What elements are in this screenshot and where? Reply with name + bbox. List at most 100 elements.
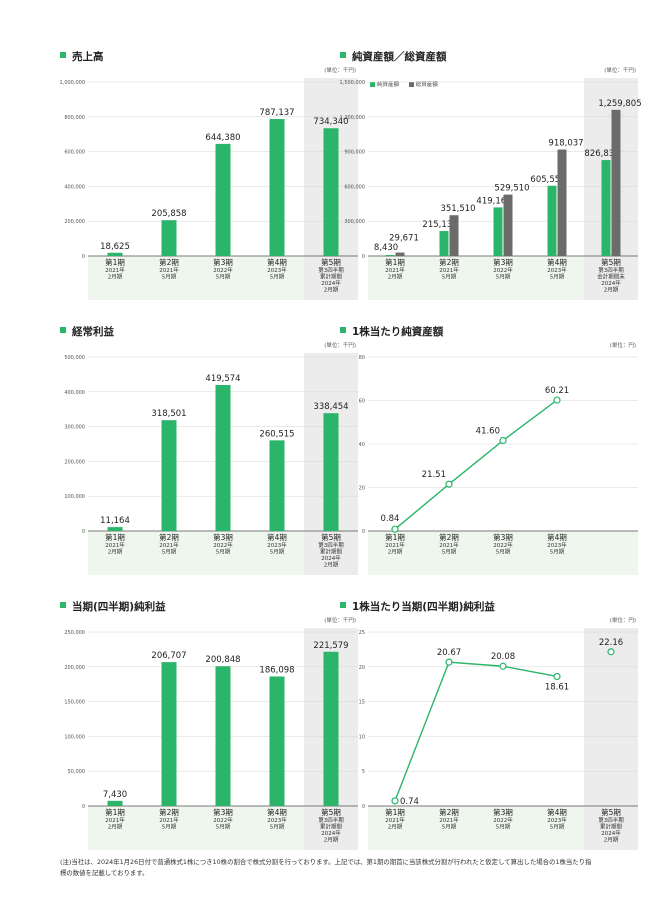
y-tick-label: 20 (359, 486, 365, 492)
x-category-sublabel: 2023年 (267, 266, 287, 274)
y-tick-label: 40 (359, 442, 365, 448)
x-category-sublabel: 2月期 (388, 274, 403, 281)
x-category-sublabel: 5月期 (442, 274, 457, 281)
x-category-sublabel: 2月期 (108, 274, 123, 281)
data-label: 18.61 (545, 682, 569, 692)
x-category-sublabel: 2021年 (159, 816, 179, 824)
unit-label: (単位：円) (609, 343, 636, 349)
bar (215, 143, 231, 256)
x-category-label: 第4期 (267, 257, 287, 267)
y-tick-label: 0 (82, 254, 85, 260)
assets-chart: 0 300,000 600,000 900,000 1,200,000 1,500,000… (340, 78, 642, 300)
title-marker-icon (60, 602, 66, 608)
y-tick-label: 100,000 (64, 494, 85, 500)
bar (269, 119, 285, 256)
footnote: (注)当社は、2024年1月26日付で普通株式1株につき10株の割合で株式分割を… (60, 858, 592, 877)
unit-label: (単位：円) (609, 618, 636, 624)
bar (269, 440, 285, 531)
sales-chart: 0 200,000 400,000 600,000 800,000 1,000,000 第1… (60, 78, 358, 300)
data-label: 0.84 (381, 514, 400, 524)
x-category-sublabel: 5月期 (216, 824, 231, 831)
y-tick-label: 100,000 (64, 734, 85, 740)
x-category-label: 第4期 (267, 532, 287, 542)
data-label: 20.08 (491, 652, 515, 662)
unit-label: (単位：千円) (324, 618, 356, 624)
x-category-sublabel: 2021年 (439, 266, 459, 274)
chart-title-text: 当期(四半期)純利益 (72, 601, 166, 613)
data-label: 419,574 (205, 374, 240, 384)
x-category-label: 第2期 (439, 807, 459, 817)
y-tick-label: 60 (359, 399, 365, 405)
data-label: 419,161 (476, 196, 511, 206)
x-category-label: 第3期 (213, 532, 233, 542)
bar (503, 194, 513, 256)
unit-label: (単位：千円) (324, 343, 356, 349)
y-tick-label: 0 (82, 804, 85, 810)
net-income-chart-panel: 当期(四半期)純利益 (単位：千円) 0 50,000 100,000 150,000… (60, 600, 360, 860)
data-point (607, 648, 615, 656)
sales-chart-panel: 売上高 (単位：千円) 0 200,000 400,000 600,000 800,00… (60, 50, 360, 310)
x-category-sublabel: 2021年 (159, 541, 179, 549)
bar (611, 109, 621, 256)
bar (161, 220, 177, 256)
title-marker-icon (60, 52, 66, 58)
chart-title-text: 1株当たり当期(四半期)純利益 (352, 601, 495, 613)
data-point (499, 436, 507, 445)
x-category-label: 第1期 (385, 257, 405, 267)
x-category-label: 第2期 (439, 532, 459, 542)
bar (323, 413, 339, 531)
x-category-sublabel: 5月期 (496, 549, 511, 556)
x-category-sublabel: 累計期間 (320, 548, 343, 556)
x-category-label: 第4期 (547, 532, 567, 542)
x-category-sublabel: 5月期 (162, 274, 177, 281)
y-tick-label: 150,000 (64, 700, 85, 706)
x-category-label: 第3期 (493, 532, 513, 542)
data-label: 0.74 (400, 797, 419, 807)
data-label: 18,625 (100, 242, 130, 252)
y-tick-label: 25 (359, 630, 365, 636)
x-category-sublabel: 5月期 (216, 549, 231, 556)
x-category-sublabel: 2月期 (108, 824, 123, 831)
y-tick-label: 1,000,000 (60, 80, 85, 86)
data-label: 11,164 (100, 516, 130, 526)
x-category-sublabel: 5月期 (270, 274, 285, 281)
y-tick-label: 200,000 (64, 459, 85, 465)
chart-title: 純資産額／総資産額 (340, 50, 447, 64)
x-category-sublabel: 5月期 (216, 274, 231, 281)
data-point (445, 658, 453, 666)
data-label: 186,098 (259, 665, 294, 675)
x-category-label: 第1期 (385, 532, 405, 542)
highlight-band (584, 78, 638, 300)
bar (449, 215, 459, 256)
bar (601, 160, 611, 256)
x-category-sublabel: 2022年 (493, 541, 513, 549)
data-label: 826,833 (584, 149, 619, 159)
y-tick-label: 200,000 (64, 219, 85, 225)
x-category-sublabel: 2022年 (213, 816, 233, 824)
net-income-chart: 050,000100,000150,000200,000250,000第1期20… (64, 628, 358, 850)
x-category-label: 第3期 (493, 257, 513, 267)
data-label: 221,579 (313, 641, 348, 651)
data-label: 41.60 (476, 427, 500, 437)
x-category-sublabel: 2021年 (159, 266, 179, 274)
data-point (391, 797, 399, 805)
bar (385, 255, 395, 256)
x-category-sublabel: 5月期 (162, 549, 177, 556)
y-tick-label: 50,000 (68, 769, 86, 775)
x-category-sublabel: 2月期 (324, 562, 339, 569)
highlight-band (584, 628, 638, 850)
x-category-sublabel: 2月期 (604, 837, 619, 844)
x-category-label: 第1期 (105, 532, 125, 542)
data-label: 60.21 (545, 386, 569, 396)
y-tick-label: 400,000 (64, 390, 85, 396)
bar (269, 676, 285, 806)
x-category-label: 第5期 (321, 257, 341, 267)
x-category-sublabel: 2022年 (493, 816, 513, 824)
x-category-label: 第4期 (547, 807, 567, 817)
chart-title: 1株当たり純資産額 (340, 325, 443, 339)
x-category-label: 第5期 (321, 807, 341, 817)
x-category-label: 第4期 (267, 807, 287, 817)
category-band (368, 531, 638, 575)
legend-label: 総資産額 (415, 82, 438, 88)
data-label: 215,137 (422, 220, 457, 230)
